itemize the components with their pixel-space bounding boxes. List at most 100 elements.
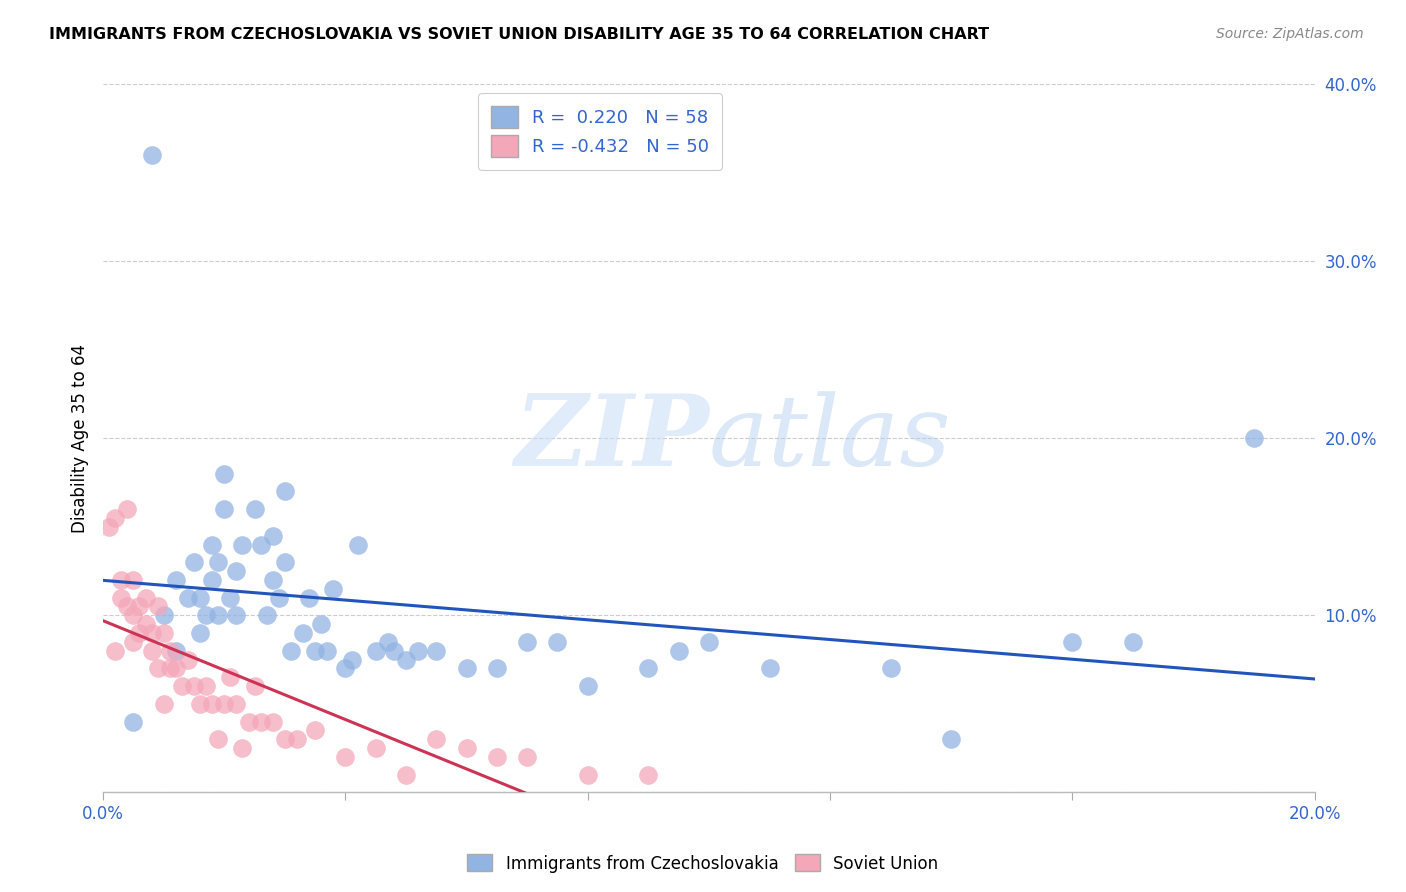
Point bbox=[238, 714, 260, 729]
Point bbox=[425, 644, 447, 658]
Point bbox=[122, 714, 145, 729]
Point bbox=[128, 599, 150, 614]
Point bbox=[335, 661, 357, 675]
Point bbox=[304, 723, 326, 738]
Point bbox=[697, 635, 720, 649]
Point bbox=[201, 697, 224, 711]
Point bbox=[546, 635, 568, 649]
Point bbox=[207, 732, 229, 747]
Point bbox=[117, 599, 139, 614]
Point bbox=[146, 599, 169, 614]
Point bbox=[177, 652, 200, 666]
Point bbox=[340, 652, 363, 666]
Point bbox=[207, 555, 229, 569]
Point bbox=[183, 679, 205, 693]
Point bbox=[456, 741, 478, 756]
Point bbox=[183, 555, 205, 569]
Point bbox=[214, 502, 236, 516]
Point bbox=[1122, 635, 1144, 649]
Point bbox=[485, 750, 508, 764]
Point bbox=[249, 714, 271, 729]
Point bbox=[280, 644, 302, 658]
Point bbox=[267, 591, 290, 605]
Point bbox=[141, 644, 163, 658]
Point bbox=[159, 644, 181, 658]
Point bbox=[225, 564, 247, 578]
Point bbox=[576, 767, 599, 781]
Point bbox=[225, 608, 247, 623]
Point bbox=[104, 511, 127, 525]
Point bbox=[346, 537, 368, 551]
Point bbox=[395, 767, 418, 781]
Point bbox=[122, 635, 145, 649]
Point bbox=[249, 537, 271, 551]
Point bbox=[141, 148, 163, 162]
Point bbox=[335, 750, 357, 764]
Point bbox=[146, 661, 169, 675]
Y-axis label: Disability Age 35 to 64: Disability Age 35 to 64 bbox=[72, 343, 89, 533]
Point bbox=[225, 697, 247, 711]
Point bbox=[207, 608, 229, 623]
Point bbox=[262, 529, 284, 543]
Point bbox=[309, 617, 332, 632]
Point bbox=[219, 591, 242, 605]
Point bbox=[152, 608, 174, 623]
Point bbox=[201, 573, 224, 587]
Text: ZIP: ZIP bbox=[515, 390, 709, 487]
Point bbox=[195, 608, 218, 623]
Point bbox=[170, 679, 193, 693]
Point bbox=[516, 635, 538, 649]
Point bbox=[177, 591, 200, 605]
Point bbox=[364, 741, 387, 756]
Point bbox=[1243, 431, 1265, 445]
Point bbox=[243, 502, 266, 516]
Point bbox=[243, 679, 266, 693]
Point bbox=[395, 652, 418, 666]
Point bbox=[274, 555, 297, 569]
Point bbox=[637, 767, 659, 781]
Point bbox=[188, 591, 211, 605]
Point bbox=[322, 582, 344, 596]
Point bbox=[214, 467, 236, 481]
Point bbox=[159, 661, 181, 675]
Point bbox=[165, 661, 187, 675]
Point bbox=[425, 732, 447, 747]
Point bbox=[382, 644, 405, 658]
Text: IMMIGRANTS FROM CZECHOSLOVAKIA VS SOVIET UNION DISABILITY AGE 35 TO 64 CORRELATI: IMMIGRANTS FROM CZECHOSLOVAKIA VS SOVIET… bbox=[49, 27, 990, 42]
Point bbox=[104, 644, 127, 658]
Point bbox=[637, 661, 659, 675]
Point bbox=[201, 537, 224, 551]
Point bbox=[195, 679, 218, 693]
Point bbox=[377, 635, 399, 649]
Point bbox=[152, 626, 174, 640]
Point bbox=[304, 644, 326, 658]
Point bbox=[219, 670, 242, 684]
Point bbox=[188, 626, 211, 640]
Point bbox=[285, 732, 308, 747]
Text: Source: ZipAtlas.com: Source: ZipAtlas.com bbox=[1216, 27, 1364, 41]
Point bbox=[165, 644, 187, 658]
Point bbox=[256, 608, 278, 623]
Point bbox=[98, 520, 121, 534]
Point bbox=[128, 626, 150, 640]
Point bbox=[516, 750, 538, 764]
Point bbox=[668, 644, 690, 658]
Point bbox=[165, 573, 187, 587]
Point bbox=[231, 537, 253, 551]
Point bbox=[364, 644, 387, 658]
Point bbox=[406, 644, 429, 658]
Point bbox=[316, 644, 339, 658]
Point bbox=[152, 697, 174, 711]
Text: atlas: atlas bbox=[709, 391, 952, 486]
Point bbox=[262, 714, 284, 729]
Point bbox=[274, 732, 297, 747]
Point bbox=[122, 573, 145, 587]
Point bbox=[758, 661, 780, 675]
Point bbox=[122, 608, 145, 623]
Point bbox=[141, 626, 163, 640]
Point bbox=[298, 591, 321, 605]
Point bbox=[117, 502, 139, 516]
Point bbox=[262, 573, 284, 587]
Legend: R =  0.220   N = 58, R = -0.432   N = 50: R = 0.220 N = 58, R = -0.432 N = 50 bbox=[478, 94, 721, 170]
Point bbox=[274, 484, 297, 499]
